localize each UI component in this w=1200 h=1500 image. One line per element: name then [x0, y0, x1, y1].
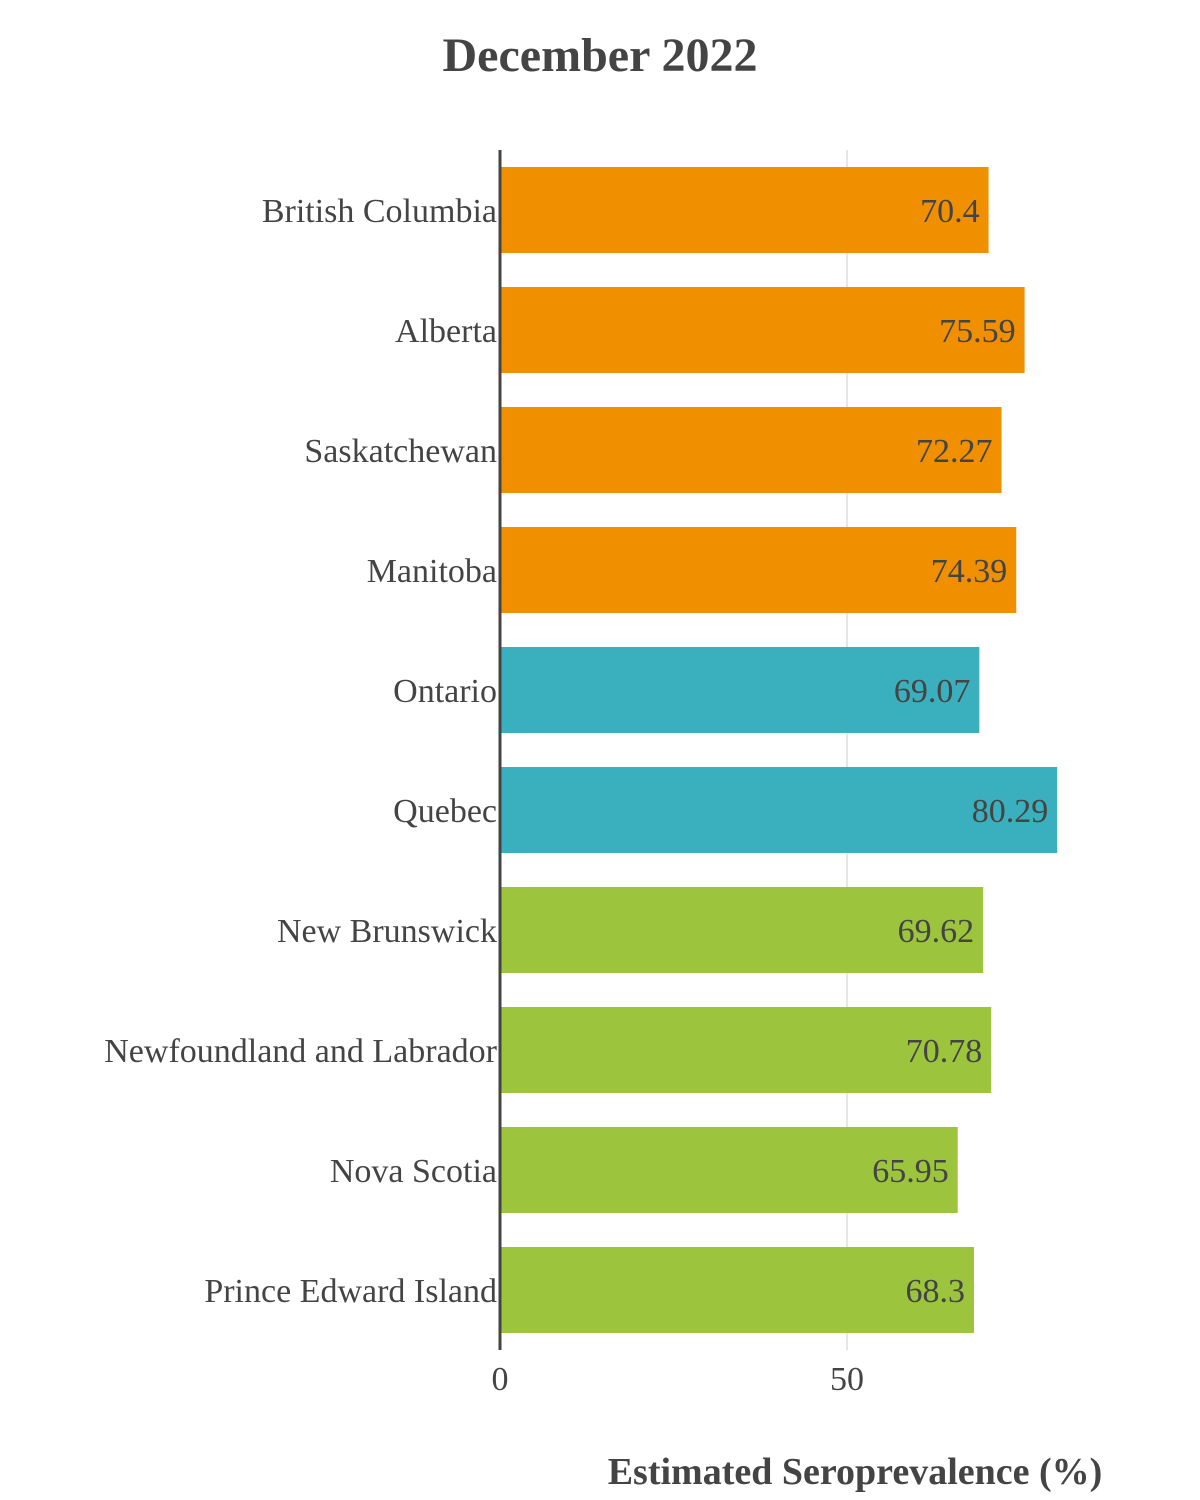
bar: [500, 407, 1002, 493]
bar: [500, 1127, 958, 1213]
category-label: Quebec: [393, 793, 497, 830]
x-tick-label: 50: [830, 1361, 864, 1398]
bar: [500, 167, 989, 253]
chart-title: December 2022: [442, 29, 758, 82]
bar-value-label: 74.39: [931, 553, 1008, 590]
bars: [500, 167, 1058, 1333]
bar-value-label: 80.29: [972, 793, 1049, 830]
x-tick-label: 0: [492, 1361, 509, 1398]
category-labels: British Columbia Alberta Saskatchewan Manit…: [104, 193, 497, 1310]
x-axis-title: Estimated Seroprevalence (%): [607, 1451, 1103, 1493]
category-label: Nova Scotia: [330, 1153, 497, 1190]
category-label: Manitoba: [367, 553, 497, 590]
bar-value-label: 65.95: [872, 1153, 949, 1190]
bar: [500, 1007, 992, 1093]
bar: [500, 887, 984, 973]
bar-value-label: 69.62: [898, 913, 975, 950]
category-label: British Columbia: [262, 193, 497, 230]
category-label: Newfoundland and Labrador: [104, 1033, 497, 1070]
category-label: Ontario: [393, 673, 497, 710]
category-label: New Brunswick: [277, 913, 497, 950]
bar: [500, 1247, 975, 1333]
bar-value-label: 72.27: [916, 433, 993, 470]
bar: [500, 767, 1058, 853]
category-label: Prince Edward Island: [204, 1273, 497, 1310]
bar: [500, 527, 1017, 613]
bar-value-label: 69.07: [894, 673, 971, 710]
bar: [500, 287, 1025, 373]
category-label: Saskatchewan: [304, 433, 497, 470]
x-tick-labels: 0 50: [492, 1361, 865, 1398]
value-labels: 70.4 75.59 72.27 74.39 69.07 80.29 69.62 70.78 6…: [872, 193, 1048, 1310]
bar-value-label: 70.78: [906, 1033, 983, 1070]
category-label: Alberta: [395, 313, 497, 350]
bar-value-label: 68.3: [906, 1273, 966, 1310]
bar-value-label: 75.59: [939, 313, 1016, 350]
bar: [500, 647, 980, 733]
bar-value-label: 70.4: [920, 193, 980, 230]
